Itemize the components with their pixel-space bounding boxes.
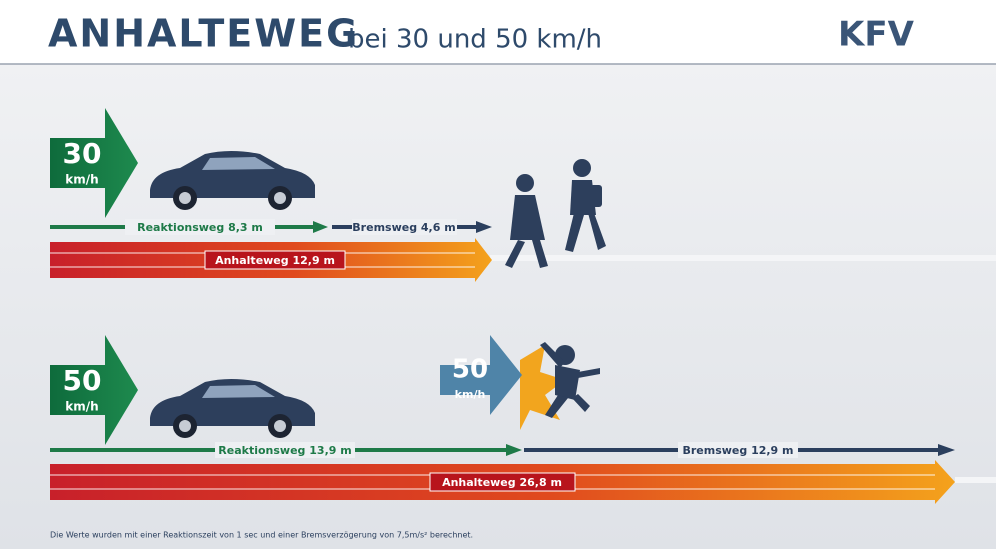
label-bg <box>352 219 457 235</box>
speed-unit: km/h <box>65 173 98 187</box>
arrow-head <box>476 221 492 233</box>
impact-badge <box>440 335 522 415</box>
arrow-head <box>506 444 522 456</box>
impact-speed: 50 <box>452 355 488 385</box>
title: ANHALTEWEG <box>48 12 359 56</box>
arrow-head <box>313 221 328 233</box>
reaction-label: Reaktionsweg 8,3 m <box>137 221 263 234</box>
arrow-head <box>938 444 955 456</box>
impact-burst <box>520 345 565 430</box>
road-line <box>955 477 996 483</box>
logo: KFV <box>838 15 915 55</box>
label-bg <box>125 219 275 235</box>
speed-badge <box>50 108 138 218</box>
impact-unit: km/h <box>455 388 486 401</box>
footnote: Die Werte wurden mit einer Reaktionszeit… <box>50 531 473 540</box>
speed-badge <box>50 335 138 445</box>
subtitle: bei 30 und 50 km/h <box>348 25 602 55</box>
stopping-label: Anhalteweg 12,9 m <box>215 254 335 267</box>
stopping-label: Anhalteweg 26,8 m <box>442 476 562 489</box>
reaction-label: Reaktionsweg 13,9 m <box>218 444 351 457</box>
label-box <box>429 472 576 492</box>
road-line <box>490 255 996 261</box>
child-hit <box>540 342 600 418</box>
label-box <box>204 250 346 270</box>
speed: 30 <box>63 137 102 170</box>
header-band <box>0 0 996 64</box>
label-bg <box>215 442 355 458</box>
children <box>505 159 606 268</box>
label-bg <box>678 442 798 458</box>
speed-unit: km/h <box>65 400 98 414</box>
braking-label: Bremsweg 12,9 m <box>682 444 793 457</box>
braking-label: Bremsweg 4,6 m <box>352 221 455 234</box>
speed: 50 <box>63 364 102 397</box>
